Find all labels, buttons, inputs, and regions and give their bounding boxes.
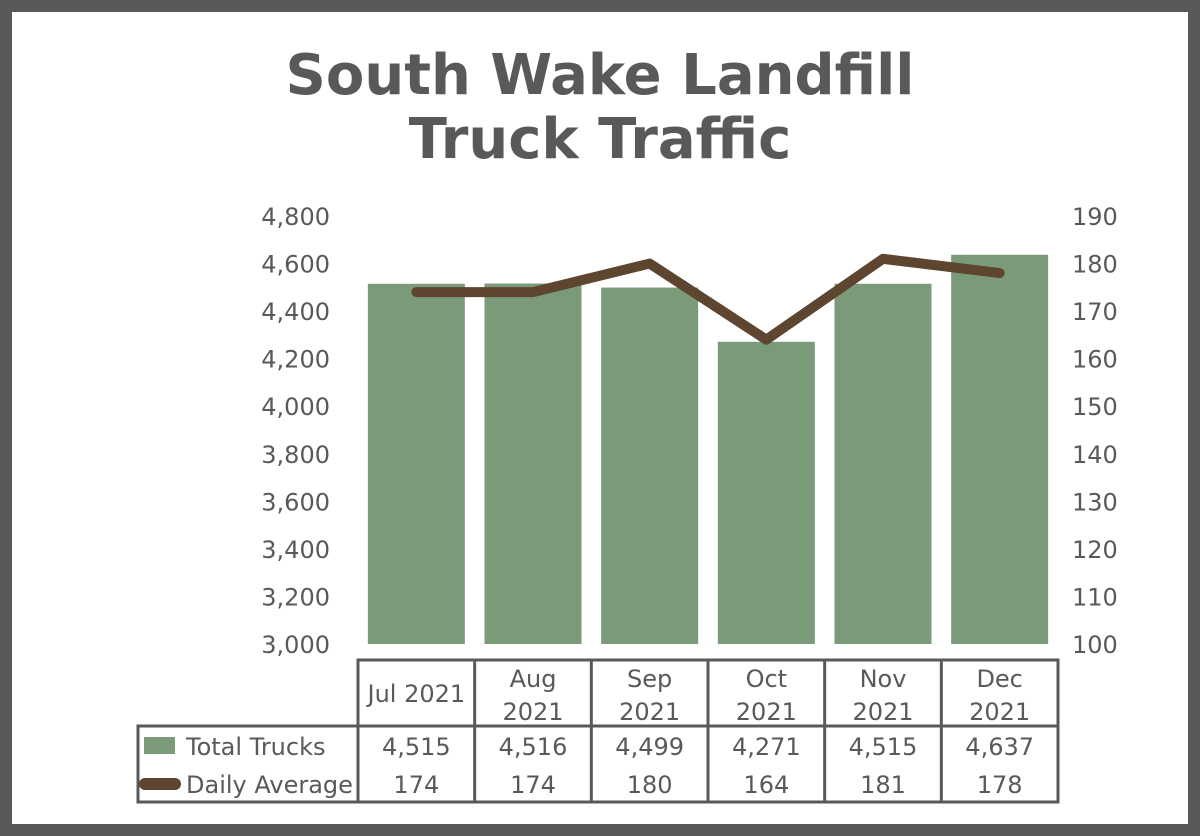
category-label: Nov <box>860 665 907 693</box>
left-axis-tick-label: 4,200 <box>261 346 330 374</box>
right-axis-tick-label: 110 <box>1072 583 1118 611</box>
total-trucks-value: 4,515 <box>849 733 918 761</box>
bar-total-trucks <box>717 341 815 644</box>
left-axis-tick-label: 3,600 <box>261 488 330 516</box>
left-axis-tick-label: 3,200 <box>261 583 330 611</box>
bar-total-trucks <box>367 283 465 644</box>
line-daily-average <box>411 253 1005 345</box>
right-axis-tick-label: 140 <box>1072 441 1118 469</box>
right-axis-tick-label: 190 <box>1072 203 1118 231</box>
category-label: 2021 <box>969 698 1030 726</box>
right-axis-tick-label: 180 <box>1072 251 1118 279</box>
category-label: Aug <box>510 665 557 693</box>
total-trucks-value: 4,515 <box>382 733 451 761</box>
category-label: Jul 2021 <box>365 680 465 708</box>
right-axis-tick-label: 120 <box>1072 536 1118 564</box>
daily-average-value: 174 <box>393 771 439 799</box>
daily-average-value: 178 <box>977 771 1023 799</box>
right-axis-tick-label: 150 <box>1072 393 1118 421</box>
category-label: 2021 <box>736 698 797 726</box>
legend-label-daily-average: Daily Average <box>186 771 353 799</box>
data-table-legend-border <box>136 724 360 804</box>
total-trucks-value: 4,271 <box>732 733 801 761</box>
category-label: Dec <box>976 665 1022 693</box>
bar-total-trucks <box>601 287 699 644</box>
chart-title: South Wake Landfill Truck Traffic <box>0 44 1200 172</box>
category-label: Sep <box>627 665 672 693</box>
left-axis-tick-label: 3,000 <box>261 631 330 659</box>
daily-average-value: 174 <box>510 771 556 799</box>
total-trucks-value: 4,516 <box>499 733 568 761</box>
left-axis-tick-label: 4,400 <box>261 298 330 326</box>
bar-total-trucks <box>834 283 932 644</box>
left-axis-tick-label: 3,400 <box>261 536 330 564</box>
total-trucks-value: 4,637 <box>965 733 1034 761</box>
left-axis-tick-label: 4,600 <box>261 251 330 279</box>
category-label: 2021 <box>852 698 913 726</box>
left-axis-tick-label: 4,800 <box>261 203 330 231</box>
title-line-1: South Wake Landfill <box>285 43 915 108</box>
daily-average-value: 164 <box>743 771 789 799</box>
daily-average-value: 181 <box>860 771 906 799</box>
right-axis-tick-label: 130 <box>1072 488 1118 516</box>
left-axis-tick-label: 3,800 <box>261 441 330 469</box>
category-label: 2021 <box>619 698 680 726</box>
daily-average-value: 180 <box>627 771 673 799</box>
bar-total-trucks <box>951 254 1049 644</box>
title-line-2: Truck Traffic <box>408 107 792 172</box>
bar-total-trucks <box>484 283 582 644</box>
left-axis-tick-label: 4,000 <box>261 393 330 421</box>
right-axis-tick-label: 100 <box>1072 631 1118 659</box>
category-label: 2021 <box>502 698 563 726</box>
right-axis-tick-label: 170 <box>1072 298 1118 326</box>
legend-label-total-trucks: Total Trucks <box>185 733 326 761</box>
category-label: Oct <box>746 665 788 693</box>
right-axis-tick-label: 160 <box>1072 346 1118 374</box>
legend-swatch-total-trucks <box>144 737 175 754</box>
total-trucks-value: 4,499 <box>615 733 684 761</box>
